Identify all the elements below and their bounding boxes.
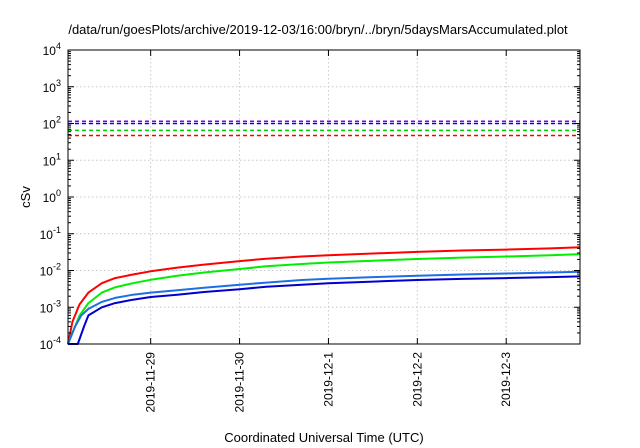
y-axis-label: cSv	[18, 186, 33, 208]
y-tick-label: 10-2	[40, 262, 61, 279]
y-tick-label: 104	[43, 41, 61, 58]
y-tick-label: 102	[43, 115, 61, 132]
x-tick-label: 2019-12-2	[410, 352, 424, 407]
x-axis-label: Coordinated Universal Time (UTC)	[224, 430, 423, 445]
chart-title: /data/run/goesPlots/archive/2019-12-03/1…	[68, 22, 568, 37]
x-tick-label: 2019-11-29	[144, 352, 158, 413]
grid	[68, 50, 580, 344]
series-line	[67, 246, 581, 345]
y-tick-label: 10-1	[40, 225, 61, 242]
series-line	[68, 275, 581, 345]
y-tick-label: 10-3	[40, 298, 61, 315]
y-tick-label: 10-4	[40, 335, 61, 352]
x-axis: 2019-11-29 2019-11-30 2019-12-1 2019-12-2 20…	[144, 50, 513, 413]
y-tick-label: 100	[43, 188, 61, 205]
x-tick-label: 2019-11-30	[233, 352, 247, 413]
threshold-lines	[68, 120, 580, 137]
series-lines	[67, 246, 581, 345]
y-tick-label: 101	[43, 151, 61, 168]
series-line	[67, 253, 581, 345]
series-line	[67, 270, 581, 345]
x-tick-label: 2019-12-3	[499, 352, 513, 407]
y-axis: 10-4 10-3 10-2 10-1 100 101 102 103 104	[40, 41, 580, 352]
x-tick-label: 2019-12-1	[321, 352, 335, 407]
y-tick-label: 103	[43, 78, 61, 95]
